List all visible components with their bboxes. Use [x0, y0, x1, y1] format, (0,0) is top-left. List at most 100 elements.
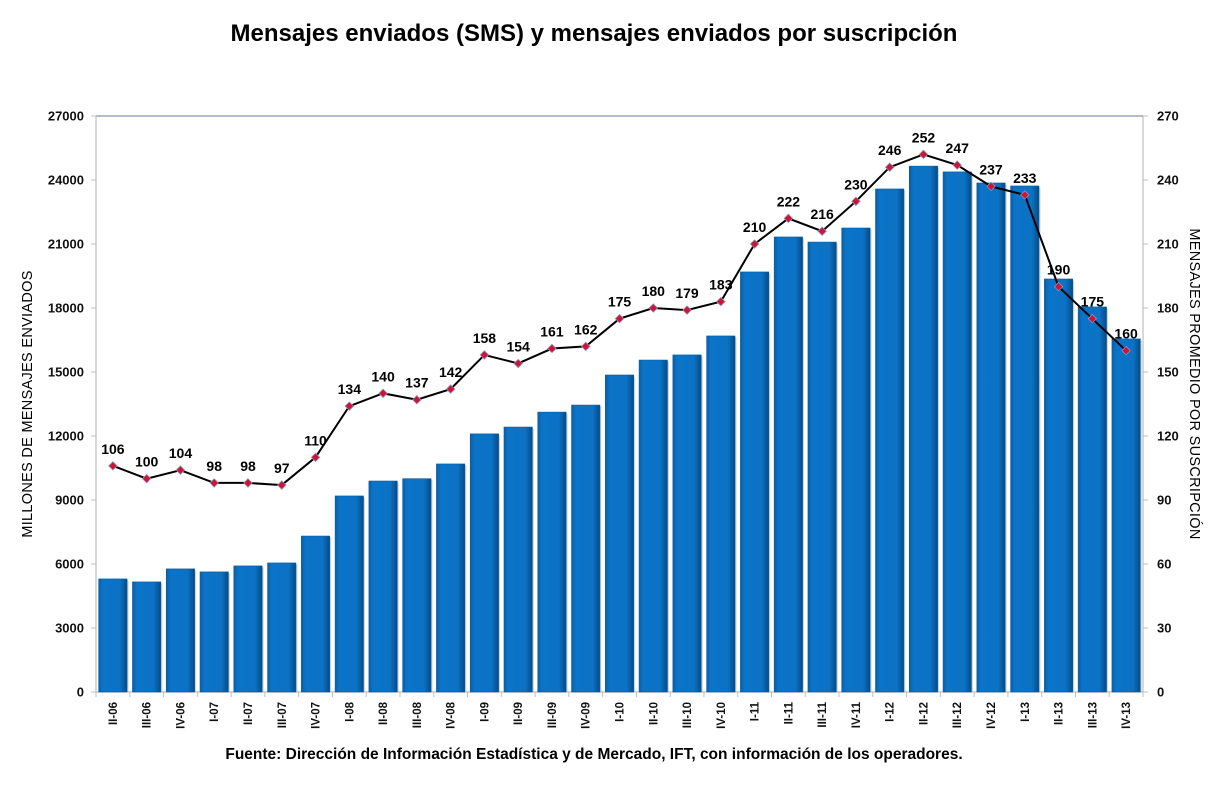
line-marker — [851, 196, 861, 207]
line-marker — [445, 384, 456, 394]
y2-tick-label: 270 — [1157, 109, 1179, 124]
line-marker — [952, 160, 963, 170]
y-tick-label: 3000 — [55, 621, 84, 636]
y2-tick-label: 90 — [1157, 493, 1171, 508]
line-marker — [378, 388, 388, 399]
bar — [368, 480, 398, 693]
line-marker — [108, 461, 118, 471]
line-marker — [580, 341, 591, 352]
x-tick-label: II-09 — [513, 702, 525, 725]
x-tick-label: IV-10 — [716, 702, 728, 729]
line-marker — [209, 478, 219, 488]
bar — [638, 359, 668, 693]
bar — [436, 463, 466, 693]
bar — [503, 426, 533, 693]
y2-tick-label: 60 — [1157, 557, 1171, 572]
bar — [807, 241, 837, 693]
bar — [605, 374, 634, 693]
x-tick-label: III-08 — [412, 701, 424, 728]
data-label: 110 — [304, 432, 327, 448]
bar — [165, 568, 195, 693]
x-tick-label: III-10 — [682, 702, 694, 728]
data-label: 104 — [169, 445, 193, 461]
data-label: 142 — [439, 364, 463, 380]
x-tick-label: IV-11 — [851, 701, 863, 728]
x-tick-label: III-13 — [1087, 702, 1099, 728]
x-tick-label: III-06 — [142, 702, 154, 728]
y-tick-label: 21000 — [48, 237, 84, 252]
data-label: 190 — [1047, 262, 1071, 278]
data-label: 97 — [274, 460, 290, 476]
data-label: 230 — [844, 176, 868, 192]
x-tick-label: II-12 — [918, 702, 930, 725]
bar-series — [98, 165, 1142, 693]
data-labels: 106 100 104 98 98 97 110 134 140 137 142 158 154 161 1… — [101, 129, 1138, 476]
line-marker — [884, 162, 895, 172]
line-marker — [344, 401, 355, 411]
y-tick-label: 12000 — [48, 429, 84, 444]
bar — [875, 188, 905, 693]
y2-tick-label: 240 — [1157, 173, 1179, 188]
data-label: 140 — [371, 368, 395, 384]
data-label: 237 — [979, 161, 1003, 177]
y2-tick-label: 30 — [1157, 621, 1171, 636]
x-tick-label: I-13 — [1020, 702, 1032, 722]
bar — [942, 171, 972, 693]
data-label: 154 — [506, 338, 530, 354]
data-label: 158 — [473, 330, 497, 346]
x-tick-label: II-08 — [378, 701, 390, 725]
line-marker — [310, 452, 321, 463]
bar — [537, 411, 567, 693]
line-marker — [479, 350, 490, 360]
data-label: 134 — [338, 381, 362, 397]
data-label: 216 — [810, 206, 834, 222]
bar — [233, 565, 263, 693]
data-label: 179 — [675, 285, 699, 301]
y-tick-label: 9000 — [55, 493, 84, 508]
y-tick-label: 6000 — [55, 557, 84, 572]
line-marker — [175, 465, 186, 475]
data-label: 162 — [574, 321, 598, 337]
line-marker — [412, 394, 422, 405]
data-label: 210 — [743, 219, 767, 235]
x-tick-label: IV-06 — [175, 702, 187, 729]
y-tick-label: 27000 — [48, 109, 84, 124]
y-tick-label: 15000 — [48, 365, 84, 380]
chart-title: Mensajes enviados (SMS) y mensajes envia… — [230, 20, 958, 47]
line-marker — [986, 181, 996, 192]
bar — [132, 581, 162, 693]
data-label: 98 — [240, 458, 256, 474]
source-note: Fuente: Dirección de Información Estadís… — [225, 746, 963, 763]
bar — [267, 562, 297, 693]
bar — [672, 354, 702, 693]
line-marker — [648, 303, 659, 313]
line-marker — [1020, 190, 1030, 200]
axes: 0 3000 6000 9000 12000 15000 18000 21000 24000 27… — [48, 109, 1179, 729]
line-marker — [817, 226, 827, 236]
x-tick-label: IV-12 — [986, 702, 998, 729]
line-series — [108, 149, 1131, 490]
y-tick-label: 18000 — [48, 301, 84, 316]
bar — [1077, 306, 1107, 693]
x-tick-label: IV-09 — [581, 702, 593, 729]
bar — [402, 478, 432, 693]
x-tick-label: III-12 — [952, 702, 964, 728]
x-tick-label: I-11 — [750, 701, 762, 721]
x-tick-label: III-11 — [817, 701, 829, 727]
line-marker — [1053, 281, 1064, 292]
data-label: 137 — [405, 375, 429, 391]
x-tick-label: I-12 — [885, 702, 897, 722]
data-label: 98 — [206, 458, 222, 474]
bar — [1044, 278, 1074, 693]
bar — [334, 495, 364, 693]
x-tick-label: IV-07 — [311, 702, 323, 729]
bar — [976, 182, 1006, 693]
data-label: 222 — [777, 193, 801, 209]
line-marker — [918, 149, 929, 160]
y2-tick-label: 150 — [1157, 365, 1179, 380]
x-tick-label: I-10 — [615, 702, 627, 722]
y2-tick-label: 120 — [1157, 429, 1179, 444]
y-axis-title: MILLONES DE MENSAJES ENVIADOS — [20, 270, 36, 537]
bar — [98, 578, 128, 693]
x-tick-label: III-09 — [547, 702, 559, 728]
